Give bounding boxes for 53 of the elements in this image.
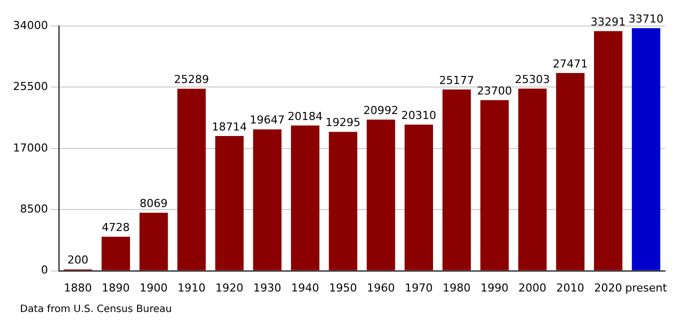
bar (215, 136, 244, 270)
x-tick-label: 1960 (366, 281, 395, 294)
bar (594, 31, 622, 270)
data-label: 23700 (477, 84, 512, 98)
x-tick-label: 1900 (140, 281, 168, 294)
x-tick-label: 1930 (253, 281, 282, 294)
y-tick-label: 8500 (20, 202, 48, 216)
bar (556, 73, 585, 270)
data-label: 33710 (628, 12, 664, 26)
bar (253, 129, 282, 270)
bar (366, 120, 396, 270)
x-tick-label: 1910 (178, 281, 206, 294)
bar (480, 100, 509, 270)
y-tick-label: 25500 (12, 80, 48, 94)
x-tick-label: 1940 (291, 281, 320, 294)
data-label: 200 (67, 254, 88, 267)
bar (139, 212, 168, 270)
x-tick-label: 1950 (329, 281, 358, 294)
data-label: 18714 (212, 120, 247, 134)
data-label: 20184 (288, 110, 323, 123)
data-label: 8069 (140, 197, 168, 210)
bar (442, 90, 471, 270)
x-tick-label: 2020 (594, 281, 622, 294)
bar (404, 124, 434, 270)
x-tick-label: present (625, 281, 668, 294)
data-label: 27471 (552, 57, 588, 70)
text: Data from U.S. Census Bureau (20, 304, 172, 315)
bar (290, 125, 320, 270)
bar (102, 236, 130, 270)
bar (177, 88, 206, 270)
x-tick-label: 2010 (556, 281, 584, 294)
x-tick-label: 2000 (518, 281, 546, 294)
x-tick-label: 1890 (102, 281, 130, 294)
x-tick-label: 1990 (480, 281, 509, 294)
x-tick-label: 1920 (215, 281, 244, 294)
data-label: 19295 (326, 116, 361, 130)
data-label: 25303 (514, 72, 550, 86)
y-tick-label: 17000 (12, 141, 48, 154)
data-label: 20310 (401, 108, 436, 122)
x-tick-label: 1980 (442, 281, 471, 294)
data-label: 33291 (590, 15, 626, 28)
data-label: 25289 (174, 73, 210, 86)
data-label: 4728 (102, 221, 130, 234)
data-label: 19647 (250, 114, 285, 127)
y-tick-label: 0 (40, 264, 48, 277)
data-label: 20992 (363, 104, 398, 118)
bar (328, 132, 358, 270)
bar (632, 28, 660, 270)
data-label: 25177 (439, 74, 474, 87)
bar (518, 88, 547, 270)
x-tick-label: 1880 (64, 281, 92, 294)
x-tick-label: 1970 (404, 281, 433, 294)
y-tick-label: 34000 (12, 18, 48, 32)
